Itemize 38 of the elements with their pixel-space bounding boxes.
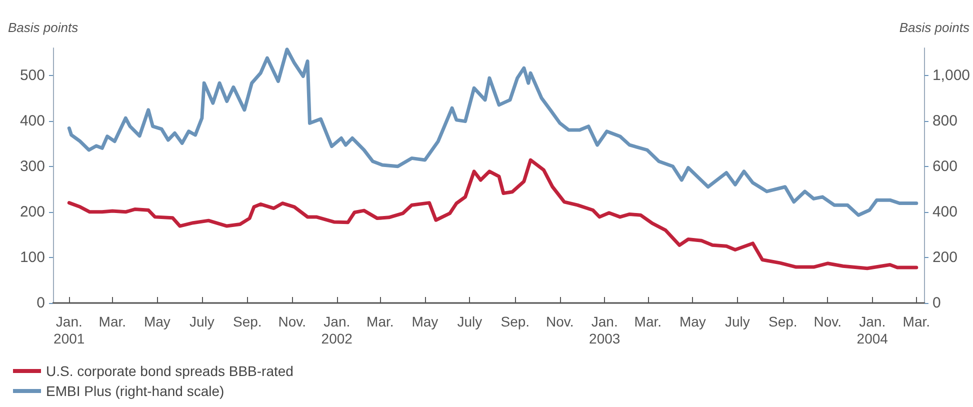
x-tick-label: Mar.: [98, 314, 126, 330]
x-tick-label: May: [144, 314, 170, 330]
y2-tick-label: 600: [932, 158, 958, 175]
y-tick-label: 400: [20, 112, 45, 130]
legend-label: EMBI Plus (right-hand scale): [46, 383, 224, 399]
y-tick-label: 300: [20, 158, 45, 175]
x-tick-label: July: [189, 314, 214, 330]
y2-tick-label: 400: [932, 203, 958, 220]
x-tick-label: Jan. 2004: [856, 314, 888, 346]
x-tick-label: Sep.: [232, 314, 262, 330]
x-tick-label: Nov.: [278, 314, 306, 330]
x-tick-label: July: [457, 314, 482, 330]
line-series: [67, 48, 918, 217]
x-tick-label: Jan. 2003: [589, 314, 620, 346]
y2-tick-label: 1,000: [932, 66, 970, 84]
y-tick-label: 500: [20, 66, 45, 84]
x-tick-label: Sep.: [500, 314, 530, 330]
x-tick-label: Mar.: [366, 314, 394, 330]
x-tick-label: May: [412, 314, 438, 330]
line-series: [67, 158, 918, 270]
y-axis-title: Basis points: [8, 20, 79, 35]
x-tick-label: Nov.: [546, 314, 574, 330]
x-tick-label: July: [724, 314, 750, 330]
x-tick-label: Jan. 2002: [321, 314, 353, 346]
y-tick-label: 100: [20, 248, 45, 266]
x-tick-label: Mar.: [902, 314, 930, 330]
x-tick-label: Jan. 2001: [54, 314, 85, 346]
x-tick-label: Sep.: [768, 314, 798, 330]
y2-tick-label: 0: [932, 294, 941, 312]
x-tick-label: May: [679, 314, 706, 330]
x-tick-label: Nov.: [814, 314, 842, 330]
legend-label: U.S. corporate bond spreads BBB-rated: [46, 363, 294, 379]
y-tick-label: 0: [36, 294, 45, 312]
y-tick-label: 200: [20, 203, 45, 220]
y2-tick-label: 800: [932, 112, 958, 130]
x-tick-label: Mar.: [634, 314, 662, 330]
y2-tick-label: 200: [932, 248, 958, 266]
y2-axis-title: Basis points: [899, 20, 970, 35]
